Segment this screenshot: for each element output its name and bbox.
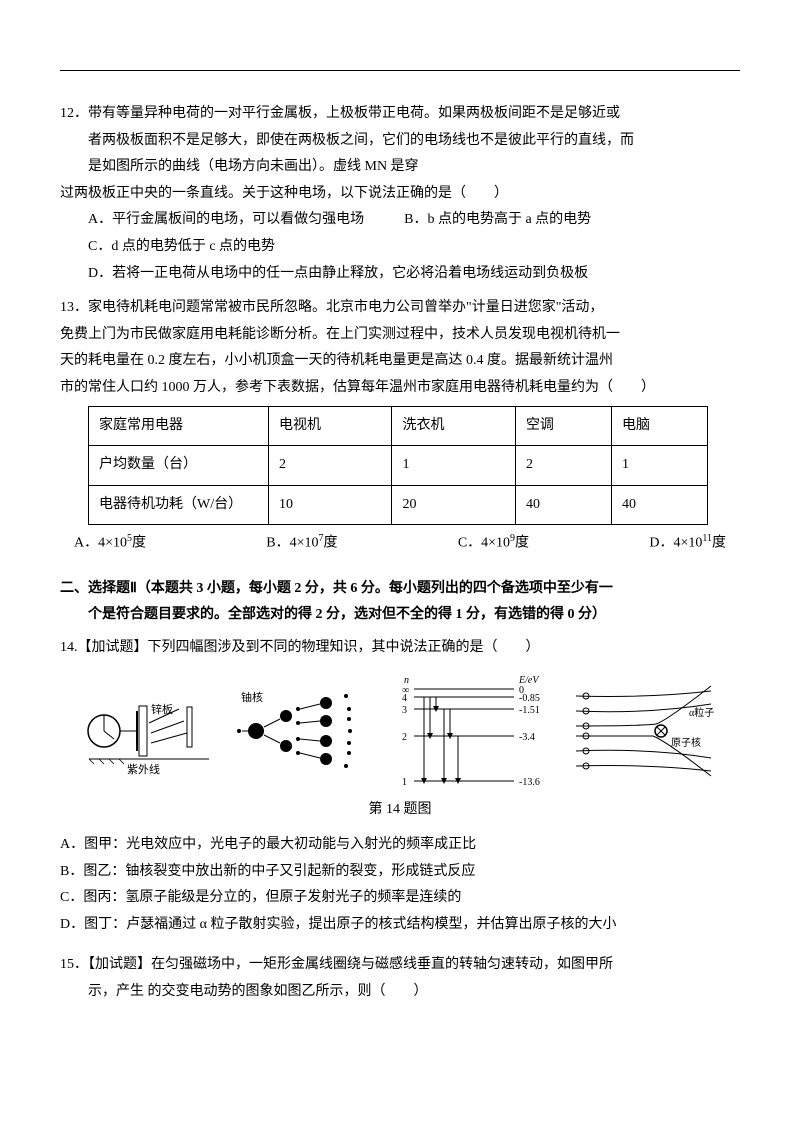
svg-text:紫外线: 紫外线 — [127, 762, 160, 776]
section-2-line2: 个是符合题目要求的。全部选对的得 2 分，选对但不全的得 1 分，有选错的得 0… — [60, 602, 740, 629]
figure-ding-scattering-icon: 原子核 α粒子 — [571, 676, 721, 786]
q13-choice-a: A．4×105度 — [74, 529, 146, 557]
q13-choices: A．4×105度 B．4×107度 C．4×109度 D．4×1011度 — [60, 529, 740, 557]
section-2-title: 二、选择题Ⅱ（本题共 3 小题，每小题 2 分，共 6 分。每小题列出的四个备选… — [60, 576, 740, 629]
table-row: 户均数量（台） 2 1 2 1 — [89, 446, 708, 486]
q13-stem-line2: 免费上门为市民做家庭用电耗能诊断分析。在上门实测过程中，技术人员发现电视机待机一 — [60, 322, 740, 349]
figure-yi-fission-icon: 铀核 — [236, 681, 376, 781]
figure-bing-energy-levels-icon: n E/eV ∞ 0 4 -0.85 3 -1.51 2 -3.4 1 -13.… — [394, 671, 554, 791]
table-cell: 40 — [515, 485, 611, 525]
q14-option-d: D．图丁：卢瑟福通过 α 粒子散射实验，提出原子的核式结构模型，并估算出原子核的… — [60, 912, 740, 939]
table-cell: 电视机 — [269, 406, 392, 446]
q12-stem-line2: 者两极板面积不是足够大，即使在两极板之间，它们的电场线也不是彼此平行的直线，而 — [60, 128, 740, 155]
svg-text:-1.51: -1.51 — [519, 705, 540, 716]
q14-option-a: A．图甲：光电效应中，光电子的最大初动能与入射光的频率成正比 — [60, 832, 740, 859]
q15-stem-line2: 示，产生 的交变电动势的图象如图乙所示，则（ ） — [60, 979, 740, 1006]
q12-option-d: D．若将一正电荷从电场中的任一点由静止释放，它必将沿着电场线运动到负极板 — [60, 261, 740, 288]
table-cell: 洗衣机 — [392, 406, 515, 446]
svg-text:2: 2 — [402, 732, 407, 743]
q15-stem-line1: 15．【加试题】在匀强磁场中，一矩形金属线圈绕与磁感线垂直的转轴匀速转动，如图甲… — [60, 952, 740, 979]
q14-figure-label: 第 14 题图 — [60, 797, 740, 824]
q13-stem-line1: 13．家电待机耗电问题常常被市民所忽略。北京市电力公司曾举办"计量日进您家"活动… — [60, 295, 740, 322]
q13-choice-d: D．4×1011度 — [649, 529, 726, 557]
q13-choice-c: C．4×109度 — [458, 529, 529, 557]
q12-stem-line3: 是如图所示的曲线（电场方向未画出）。虚线 MN 是穿 — [60, 154, 740, 181]
question-13: 13．家电待机耗电问题常常被市民所忽略。北京市电力公司曾举办"计量日进您家"活动… — [60, 295, 740, 557]
q14-stem: 14.【加试题】下列四幅图涉及到不同的物理知识，其中说法正确的是（ ） — [60, 635, 740, 662]
table-cell: 1 — [392, 446, 515, 486]
svg-text:原子核: 原子核 — [671, 736, 701, 749]
figure-jia-photoelectric-icon: 锌板 紫外线 — [79, 681, 219, 781]
q14-option-b: B．图乙：铀核裂变中放出新的中子又引起新的裂变，形成链式反应 — [60, 859, 740, 886]
q12-option-c: C．d 点的电势低于 c 点的电势 — [60, 234, 740, 261]
question-14: 14.【加试题】下列四幅图涉及到不同的物理知识，其中说法正确的是（ ） 锌板 紫… — [60, 635, 740, 939]
q12-stem-line4: 过两极板正中央的一条直线。关于这种电场，以下说法正确的是（ ） — [60, 181, 740, 208]
q12-option-a: A．平行金属板间的电场，可以看做匀强电场 — [88, 207, 364, 234]
q12-option-b: B．b 点的电势高于 a 点的电势 — [404, 207, 591, 234]
section-2-line1: 二、选择题Ⅱ（本题共 3 小题，每小题 2 分，共 6 分。每小题列出的四个备选… — [60, 576, 740, 603]
svg-text:α粒子: α粒子 — [689, 706, 714, 719]
table-cell: 户均数量（台） — [89, 446, 269, 486]
svg-text:1: 1 — [402, 777, 407, 788]
table-cell: 家庭常用电器 — [89, 406, 269, 446]
q13-stem-line3: 天的耗电量在 0.2 度左右，小小机顶盒一天的待机耗电量更是高达 0.4 度。据… — [60, 348, 740, 375]
svg-text:铀核: 铀核 — [241, 690, 263, 704]
table-row: 电器待机功耗（W/台） 10 20 40 40 — [89, 485, 708, 525]
table-cell: 2 — [515, 446, 611, 486]
table-cell: 10 — [269, 485, 392, 525]
table-row: 家庭常用电器 电视机 洗衣机 空调 电脑 — [89, 406, 708, 446]
table-cell: 电器待机功耗（W/台） — [89, 485, 269, 525]
q12-stem-line1: 12．带有等量异种电荷的一对平行金属板，上极板带正电荷。如果两极板间距不是足够近… — [60, 101, 740, 128]
q12-options-ab: A．平行金属板间的电场，可以看做匀强电场 B．b 点的电势高于 a 点的电势 — [60, 207, 740, 234]
top-divider — [60, 70, 740, 71]
q13-choice-b: B．4×107度 — [266, 529, 337, 557]
table-cell: 2 — [269, 446, 392, 486]
svg-text:-3.4: -3.4 — [519, 732, 535, 743]
svg-text:-0.85: -0.85 — [519, 693, 540, 704]
table-cell: 空调 — [515, 406, 611, 446]
svg-text:4: 4 — [402, 693, 407, 704]
q13-table: 家庭常用电器 电视机 洗衣机 空调 电脑 户均数量（台） 2 1 2 1 电器待… — [88, 406, 708, 526]
svg-text:-13.6: -13.6 — [519, 777, 540, 788]
table-cell: 1 — [611, 446, 707, 486]
svg-text:3: 3 — [402, 705, 407, 716]
question-15: 15．【加试题】在匀强磁场中，一矩形金属线圈绕与磁感线垂直的转轴匀速转动，如图甲… — [60, 952, 740, 1005]
svg-text:锌板: 锌板 — [151, 702, 173, 716]
table-cell: 40 — [611, 485, 707, 525]
table-cell: 20 — [392, 485, 515, 525]
table-cell: 电脑 — [611, 406, 707, 446]
q14-figures: 锌板 紫外线 铀核 — [60, 671, 740, 791]
question-12: 12．带有等量异种电荷的一对平行金属板，上极板带正电荷。如果两极板间距不是足够近… — [60, 101, 740, 287]
q13-stem-line4: 市的常住人口约 1000 万人，参考下表数据，估算每年温州市家庭用电器待机耗电量… — [60, 375, 740, 402]
q14-option-c: C．图丙：氢原子能级是分立的，但原子发射光子的频率是连续的 — [60, 885, 740, 912]
